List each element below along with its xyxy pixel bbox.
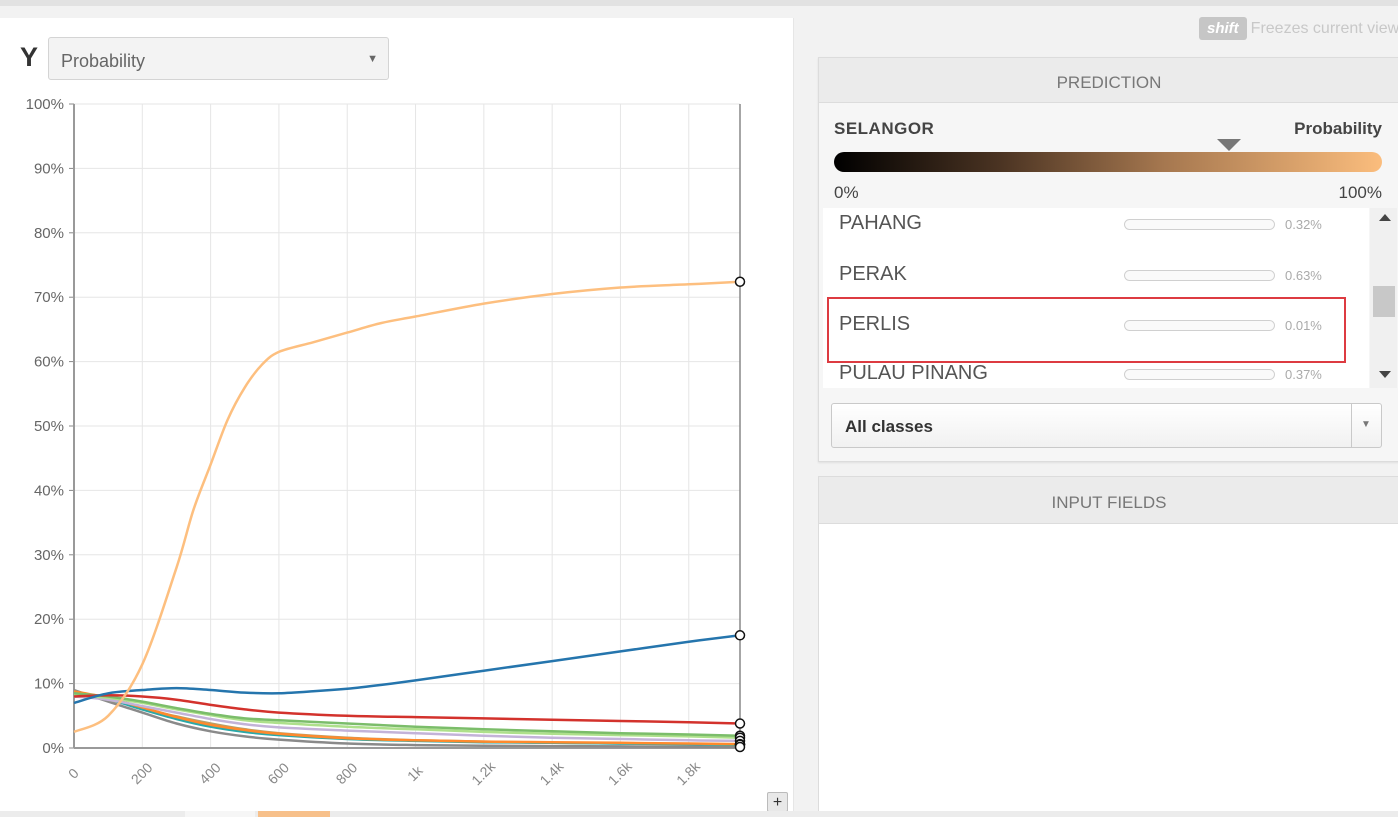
class-filter-dropdown-button[interactable]: ▼ [1351, 404, 1381, 447]
class-name: PULAU PINANG [839, 362, 988, 384]
series-line [73, 688, 741, 749]
chevron-down-icon: ▼ [367, 53, 378, 65]
class-probability-bar [1124, 270, 1275, 281]
class-row-pahang[interactable]: PAHANG 0.32% [823, 208, 1369, 253]
series-line [73, 692, 741, 738]
series-end-point [734, 718, 746, 729]
y-tick-label: 80% [34, 225, 64, 242]
bottom-bar [0, 811, 1398, 817]
class-probability-value: 0.01% [1285, 318, 1322, 333]
series-line [73, 280, 741, 734]
input-fields-panel: INPUT FIELDS [818, 476, 1398, 817]
class-probability-bar [1124, 369, 1275, 380]
x-tick-label: 1.4k [536, 758, 567, 789]
class-probability-value: 0.37% [1285, 367, 1322, 382]
series-line [73, 693, 741, 725]
class-row-perlis[interactable]: PERLIS 0.01% [823, 304, 1369, 354]
class-probability-bar [1124, 219, 1275, 230]
class-probability-value: 0.63% [1285, 268, 1322, 283]
bottom-tab[interactable] [185, 811, 255, 817]
highlight-box [827, 297, 1346, 363]
x-tick-label: 1.6k [605, 758, 636, 789]
x-tick-label: 400 [196, 759, 224, 787]
top-bar [0, 0, 1398, 6]
scroll-thumb[interactable] [1373, 286, 1395, 317]
series-line [73, 695, 741, 743]
class-filter-select[interactable]: All classes ▼ [831, 403, 1382, 448]
selected-class-name: SELANGOR [834, 119, 935, 138]
y-tick-label: 0% [42, 740, 64, 757]
x-tick-label: 0 [65, 765, 82, 782]
x-tick-label: 600 [264, 759, 292, 787]
x-tick-label: 800 [333, 759, 361, 787]
class-name: PAHANG [839, 212, 922, 234]
probability-gradient-bar [834, 152, 1382, 172]
series-line [73, 634, 741, 705]
y-tick-label: 60% [34, 354, 64, 371]
series-end-point [734, 630, 746, 641]
series-line [73, 693, 741, 739]
scale-min-label: 0% [834, 183, 859, 202]
probability-marker [1216, 139, 1241, 151]
shift-hint: shift Freezes current view [1199, 17, 1398, 43]
class-name: PERAK [839, 263, 907, 285]
y-tick-label: 20% [34, 611, 64, 628]
input-fields-header: INPUT FIELDS [819, 477, 1398, 524]
x-tick-label: 1k [404, 762, 426, 784]
class-probability-bar [1124, 320, 1275, 331]
class-probability-value: 0.32% [1285, 217, 1322, 232]
chart-panel: 0% 10% 20% 30% 40% 50% 60% 70% 80% 90% 100% 0 200 400… [0, 18, 794, 812]
series-line [73, 690, 741, 746]
class-list-scrollbar[interactable] [1370, 208, 1397, 388]
x-tick-label: 1.2k [468, 758, 499, 789]
y-tick-label: 70% [34, 289, 64, 306]
prediction-panel: PREDICTION SELANGOR Probability 0% 100% … [818, 57, 1398, 462]
shift-key-badge: shift [1199, 17, 1247, 40]
y-axis-select[interactable]: Probability ▼ [48, 37, 389, 80]
y-tick-label: 10% [34, 676, 64, 693]
y-axis-select-value: Probability [61, 51, 146, 71]
class-row-perak[interactable]: PERAK 0.63% [823, 254, 1369, 304]
chevron-down-icon: ▼ [1361, 419, 1371, 430]
class-filter-value: All classes [845, 417, 933, 436]
prediction-header: PREDICTION [819, 58, 1398, 103]
probability-chart: 0% 10% 20% 30% 40% 50% 60% 70% 80% 90% 100% 0 200 400… [26, 96, 746, 789]
y-axis-label: Y [20, 42, 39, 72]
y-tick-label: 90% [34, 160, 64, 177]
x-tick-label: 1.8k [673, 758, 704, 789]
scroll-up-icon[interactable] [1379, 214, 1391, 221]
class-row-pulau-pinang[interactable]: PULAU PINANG 0.37% [823, 353, 1369, 388]
x-tick-label: 200 [128, 759, 156, 787]
class-name: PERLIS [839, 313, 911, 335]
bottom-tab-active[interactable] [258, 811, 330, 817]
add-button[interactable]: + [767, 792, 788, 812]
scale-max-label: 100% [1338, 183, 1382, 202]
y-tick-label: 40% [34, 482, 64, 499]
shift-hint-text: Freezes current view [1250, 19, 1398, 37]
y-tick-label: 50% [34, 418, 64, 435]
scroll-down-icon[interactable] [1379, 371, 1391, 378]
selected-metric: Probability [1294, 119, 1382, 138]
y-tick-label: 30% [34, 547, 64, 564]
series-end-point [734, 276, 746, 287]
series-end-point [734, 741, 746, 753]
y-tick-label: 100% [26, 96, 64, 113]
